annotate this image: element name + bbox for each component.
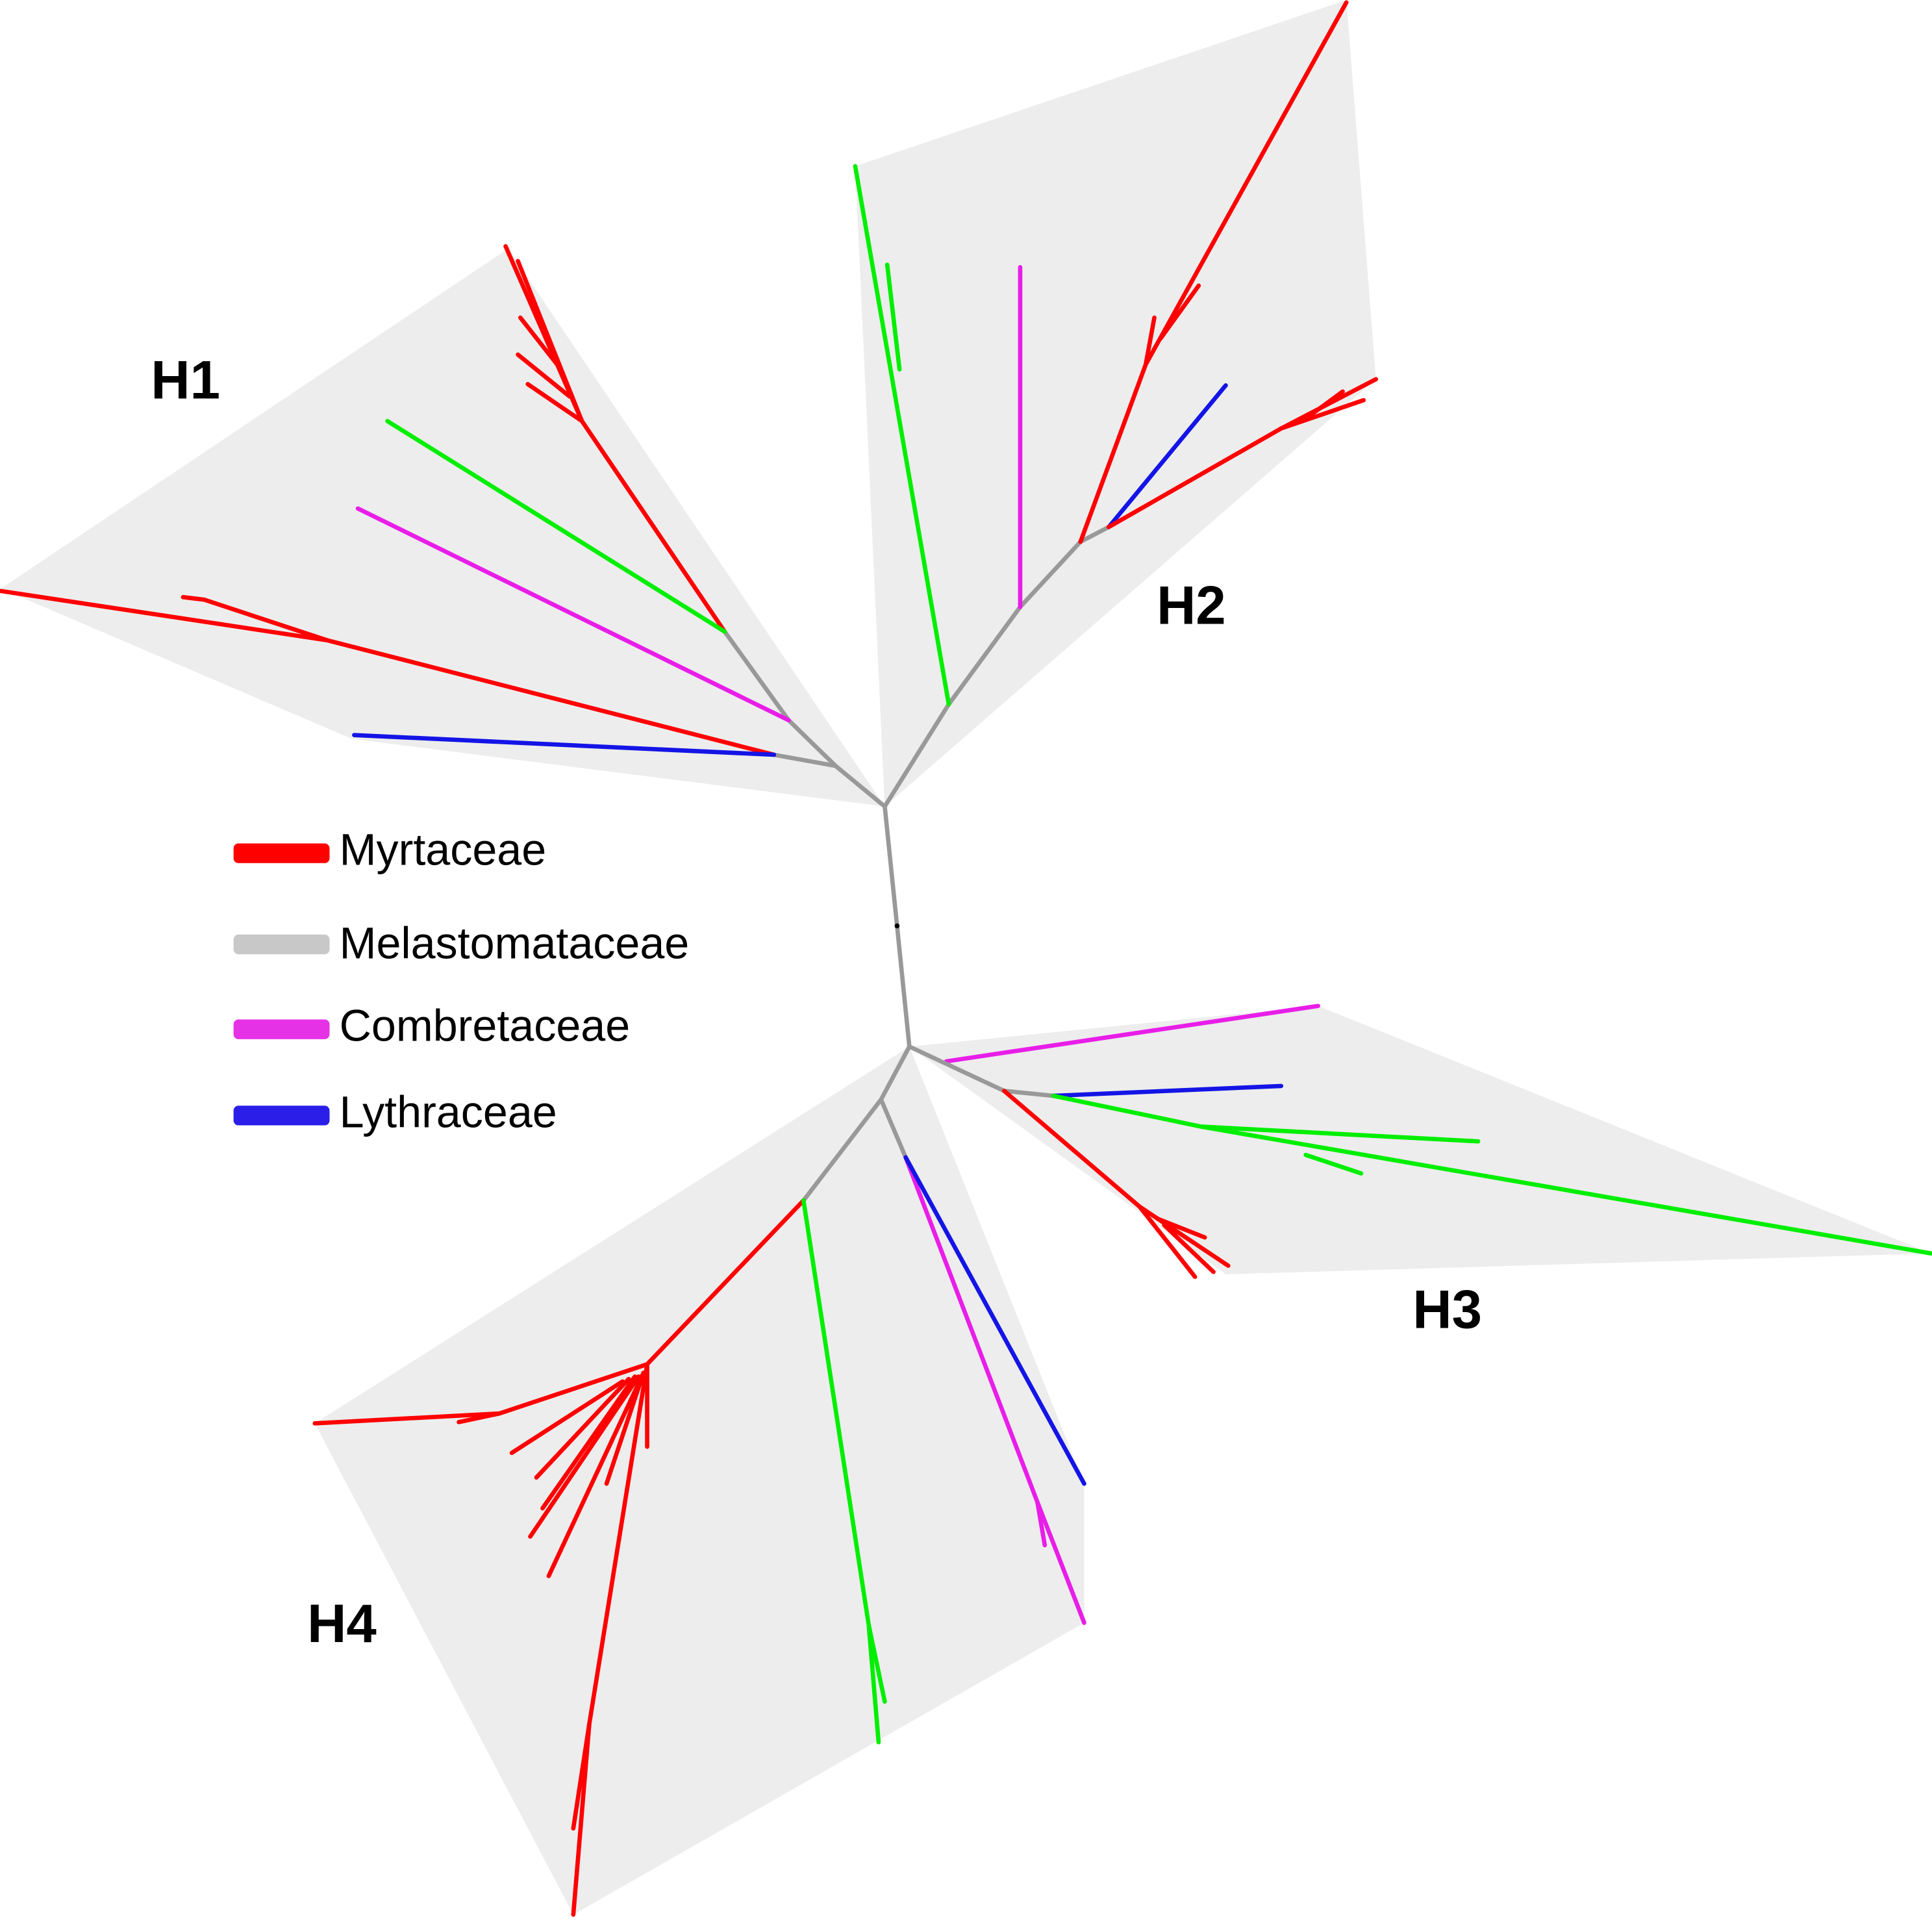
branch: [722, 629, 887, 809]
branch: [546, 1371, 646, 1578]
branch: [516, 259, 584, 424]
branch: [540, 1374, 637, 1511]
branch: [944, 1004, 1320, 1064]
legend: Myrtaceae Melastomataceae Combretaceae L…: [233, 826, 690, 1137]
legend-swatch: [233, 843, 330, 863]
group-label: H3: [1412, 1280, 1482, 1340]
branch: [457, 1411, 502, 1424]
branch: [1303, 389, 1345, 421]
branch: [645, 1198, 806, 1367]
branch: [1137, 1204, 1231, 1268]
branch: [1279, 398, 1366, 431]
branch: [1158, 283, 1201, 341]
group-labels: H1 H2 H3 H4: [151, 349, 1482, 1654]
branch: [879, 1097, 908, 1160]
branch: [571, 1721, 592, 1831]
branch: [1155, 1217, 1207, 1240]
legend-swatch: [233, 934, 330, 955]
branch: [385, 418, 727, 634]
legend-label: Myrtaceae: [340, 826, 547, 875]
branch: [1107, 383, 1228, 529]
branch: [1035, 1500, 1048, 1548]
root-dot: [894, 923, 900, 929]
branch: [1143, 315, 1157, 367]
group-label: H1: [151, 349, 220, 410]
branch: [1051, 1083, 1284, 1098]
branch: [1303, 1152, 1364, 1176]
legend-swatch: [233, 1019, 330, 1039]
hull-h2: [855, 0, 1376, 807]
branch: [534, 1376, 631, 1480]
branch: [528, 1374, 641, 1539]
branch: [516, 352, 572, 399]
group-label: H2: [1157, 575, 1226, 635]
branch: [772, 752, 838, 768]
hull-h4: [314, 1046, 1085, 1915]
group-label: H4: [307, 1593, 377, 1654]
branch: [181, 595, 330, 643]
hull-h1: [1, 248, 885, 807]
branch: [604, 1371, 646, 1486]
branch: [355, 506, 791, 723]
legend-label: Combretaceae: [340, 1002, 631, 1051]
legend-swatch: [233, 1106, 330, 1126]
branch: [866, 1623, 887, 1704]
branch: [1162, 1222, 1216, 1274]
branch: [853, 164, 951, 707]
branch: [518, 315, 564, 372]
branch: [1199, 1124, 1481, 1144]
branch: [352, 733, 777, 757]
branch: [525, 382, 584, 424]
branch: [903, 1155, 1086, 1486]
branch: [884, 262, 902, 372]
legend-label: Melastomataceae: [340, 919, 690, 968]
legend-label: Lythraceae: [340, 1087, 557, 1137]
branch: [509, 1379, 625, 1456]
